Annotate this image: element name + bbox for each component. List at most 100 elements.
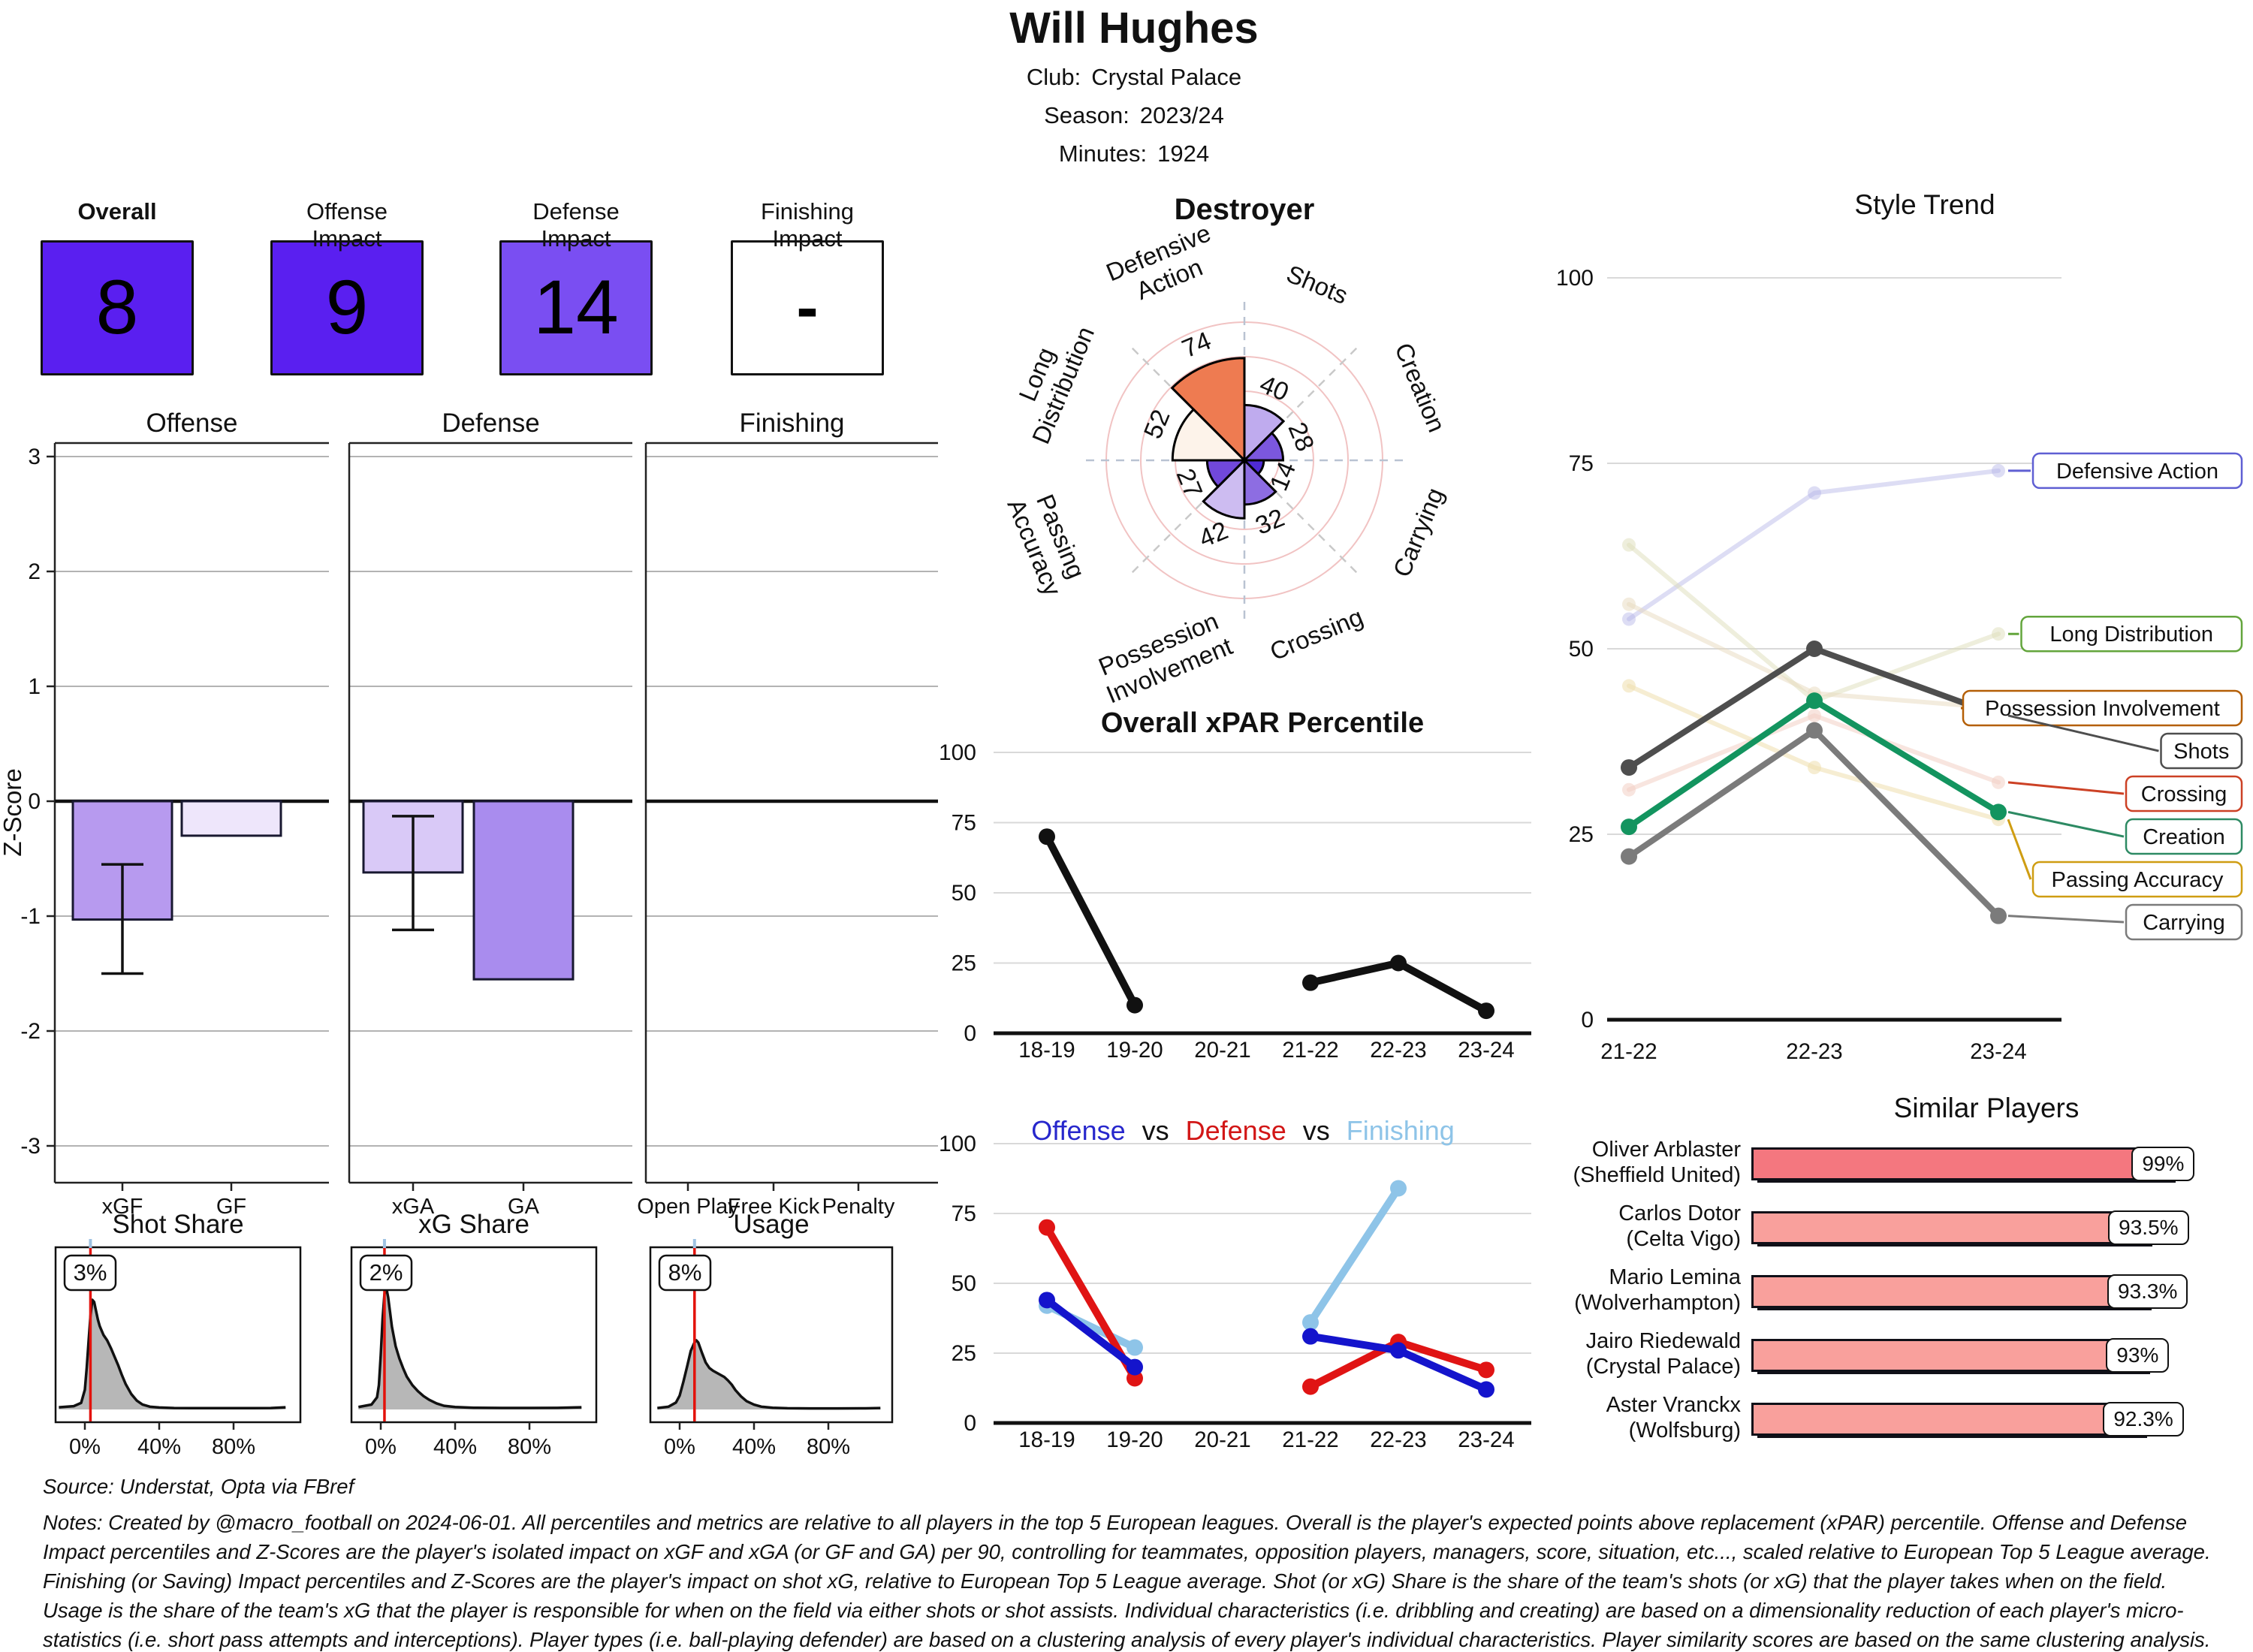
source-note: Source: Understat, Opta via FBref: [43, 1475, 354, 1498]
density-x-label: 40%: [433, 1435, 477, 1459]
svg-text:0: 0: [28, 789, 41, 814]
x-tick-label: 22-23: [1786, 1039, 1842, 1064]
zscore-bar: [180, 800, 282, 837]
series-point: [1806, 692, 1823, 710]
club-line: Club: Crystal Palace: [796, 64, 1472, 91]
svg-text:-1: -1: [20, 904, 41, 929]
radar-category-label: Crossing: [1266, 602, 1367, 665]
series-point: [1622, 679, 1636, 693]
density-badge: [63, 1254, 117, 1292]
x-tick-label: 19-20: [1106, 1038, 1163, 1063]
series-label-text: Possession Involvement: [1985, 697, 2220, 721]
svg-text:Shots: Shots: [1283, 260, 1352, 309]
svg-text:0: 0: [964, 1021, 976, 1046]
series-point: [1302, 1328, 1319, 1345]
series-point: [1806, 641, 1823, 657]
svg-text:LongDistribution: LongDistribution: [1000, 312, 1099, 448]
density-x-label: 0%: [365, 1435, 397, 1459]
radar-value-label: 74: [1178, 327, 1215, 364]
odf-chart: 0 25 50 75 100 18-19 19-20 20-21 21-22 22-23 23-24: [939, 1132, 1531, 1452]
minutes-line: Minutes: 1924: [796, 140, 1472, 167]
svg-text:25: 25: [1569, 822, 1594, 847]
series-label-box: [2020, 615, 2243, 653]
series-point: [1992, 775, 2005, 789]
finishing-impact-card-value: -: [731, 240, 884, 375]
svg-text:Crossing: Crossing: [1266, 602, 1367, 665]
offense-defense-finishing-title: Offense vs Defense vs Finishing: [980, 1115, 1506, 1147]
series-point: [1808, 761, 1821, 775]
radar-category-label: Carrying: [1387, 484, 1449, 580]
series-point: [1992, 463, 2005, 478]
svg-text:50: 50: [952, 1271, 976, 1296]
x-tick-label: 20-21: [1194, 1038, 1250, 1063]
svg-text:50: 50: [952, 881, 976, 906]
x-tick-label: 20-21: [1194, 1427, 1250, 1452]
similarity-badge: 93.3%: [2107, 1274, 2188, 1309]
series-point: [1478, 1381, 1494, 1398]
svg-text:PossessionInvolvement: PossessionInvolvement: [1091, 605, 1236, 708]
radar-value-label: 52: [1139, 405, 1176, 442]
zscore-panel-title: Defense: [442, 408, 539, 438]
density-x-label: 80%: [212, 1435, 255, 1459]
minutes-label: Minutes:: [1058, 140, 1148, 167]
season-label: Season:: [1044, 102, 1130, 128]
defense-impact-card-value: 14: [499, 240, 653, 375]
x-tick-label: 23-24: [1458, 1038, 1514, 1063]
similar-player-name: Carlos Dotor (Celta Vigo): [1618, 1201, 1741, 1251]
svg-text:25: 25: [952, 951, 976, 976]
similar-player-name: Jairo Riedewald (Crystal Palace): [1585, 1329, 1741, 1379]
series-label-text: Carrying: [2143, 911, 2225, 935]
similarity-badge: 93.5%: [2108, 1210, 2189, 1245]
zscore-bar: [472, 800, 575, 981]
svg-text:100: 100: [939, 1132, 976, 1156]
series-point: [1621, 818, 1637, 836]
series-point: [1039, 828, 1055, 846]
svg-text:-2: -2: [20, 1019, 41, 1044]
svg-text:75: 75: [1569, 451, 1594, 476]
defense-impact-card-group: Defense Impact 14: [499, 198, 653, 375]
minutes-value: 1924: [1157, 140, 1210, 167]
series-label-box: [2031, 861, 2243, 898]
page-title: Will Hughes: [1009, 4, 1259, 53]
series-label-box: [2160, 732, 2243, 770]
radar-category-label: DefensiveAction: [1102, 219, 1215, 305]
similarity-badge: 99%: [2131, 1147, 2195, 1181]
similar-player-name: Oliver Arblaster (Sheffield United): [1573, 1138, 1741, 1187]
series-line: [1627, 468, 2001, 622]
series-point: [1621, 759, 1637, 776]
series-line: [1627, 542, 2001, 704]
radar-category-label: PassingAccuracy: [1002, 490, 1090, 600]
x-tick-label: 23-24: [1970, 1039, 2026, 1064]
series-label-text: Creation: [2143, 825, 2225, 849]
series-point: [1478, 1361, 1494, 1379]
xpar-title: Overall xPAR Percentile: [1101, 707, 1424, 739]
svg-text:Carrying: Carrying: [1387, 484, 1449, 580]
series-point: [1126, 996, 1143, 1014]
similar-player-name: Aster Vranckx (Wolfsburg): [1606, 1393, 1741, 1442]
series-point: [1808, 708, 1821, 722]
series-point: [1390, 1342, 1407, 1359]
odf-title-part: Finishing: [1346, 1115, 1455, 1146]
similar-players-panel: Similar Players Oliver Arblaster (Sheffie…: [1562, 1093, 2253, 1498]
radar-wedge: [1243, 403, 1286, 463]
density-title: Usage: [733, 1210, 809, 1239]
series-label-text: Crossing: [2141, 782, 2227, 806]
zscore-panel-title: Finishing: [739, 408, 844, 438]
x-tick-label: 21-22: [1282, 1038, 1338, 1063]
density-curve: [657, 1339, 881, 1410]
series-label-text: Defensive Action: [2056, 460, 2218, 484]
density-x-label: 0%: [664, 1435, 695, 1459]
svg-text:2: 2: [28, 559, 41, 584]
series-point: [1622, 597, 1636, 611]
density-fill: [358, 1288, 582, 1409]
series-line: [1043, 1296, 1139, 1371]
odf-title-part: vs: [1302, 1115, 1330, 1146]
series-point: [1126, 1339, 1143, 1356]
radar-value-label: 32: [1251, 503, 1288, 541]
series-point: [1126, 1358, 1143, 1376]
finishing-impact-card-label: Finishing Impact: [760, 198, 855, 252]
radar-category-label: Creation: [1389, 339, 1451, 436]
similar-player-name: Mario Lemina (Wolverhampton): [1574, 1265, 1741, 1315]
radar-wedge: [1171, 408, 1247, 462]
svg-text:-3: -3: [20, 1134, 41, 1159]
